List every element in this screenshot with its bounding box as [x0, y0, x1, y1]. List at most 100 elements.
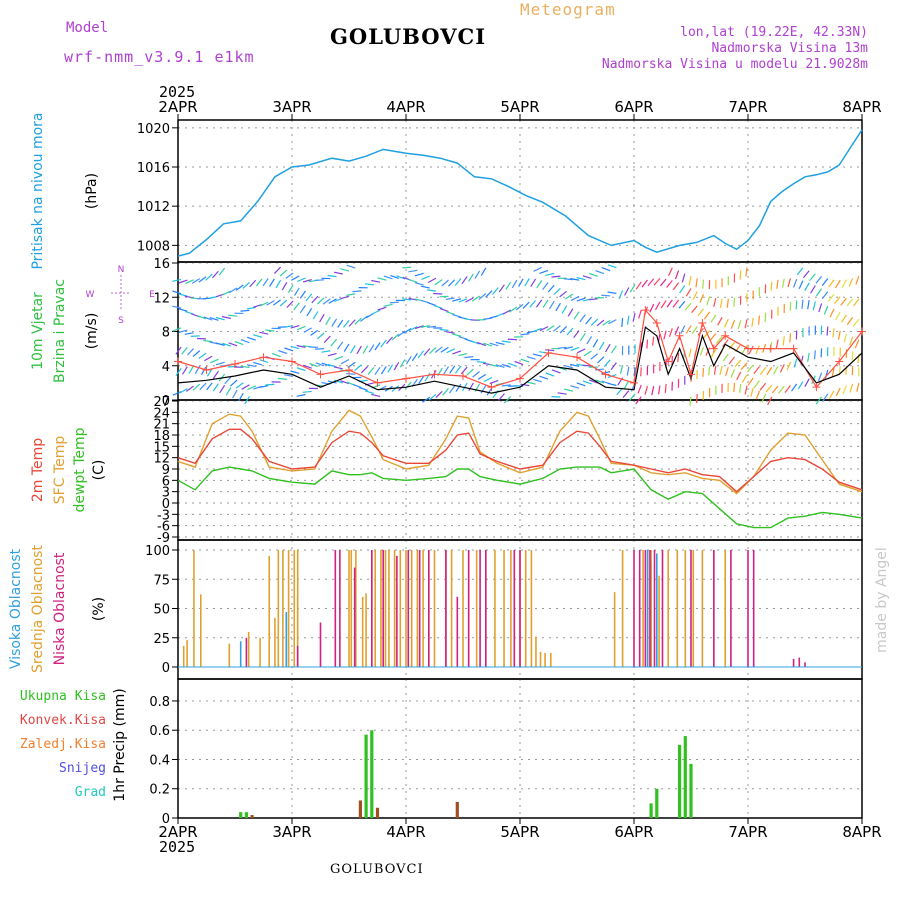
lonlat: lon,lat (19.22E, 42.33N)	[680, 25, 868, 40]
wind-arrow-icon	[832, 328, 835, 338]
wind-arrow-icon	[848, 277, 854, 287]
wind-arrow-icon	[222, 290, 232, 296]
wind-arrow-icon	[829, 308, 835, 318]
wind-arrow-icon	[399, 359, 406, 368]
wind-arrow-icon	[393, 361, 400, 371]
2m-temp-line	[177, 428, 863, 493]
wind-arrow-icon	[674, 270, 680, 280]
wind-arrow-icon	[585, 316, 592, 325]
wind-arrow-icon	[212, 370, 219, 379]
wind-arrow-icon	[218, 267, 226, 276]
y-tick-label: 0	[162, 497, 170, 512]
x-tick-label-bottom: 7APR	[728, 823, 767, 841]
wind-arrow-icon	[229, 379, 238, 387]
wind-arrow-icon	[427, 277, 437, 284]
gust-marker	[687, 370, 695, 379]
wind-arrow-icon	[555, 302, 561, 312]
wind-arrow-icon	[679, 285, 686, 294]
gust-marker	[259, 353, 268, 362]
y-tick-label: 12	[153, 452, 170, 467]
wind-arrow-icon	[719, 365, 723, 375]
wind-arrow-icon	[767, 396, 773, 406]
wind-arrow-icon	[186, 348, 194, 356]
wind-arrow-icon	[837, 330, 841, 340]
wind-arrow-icon	[348, 319, 356, 327]
wind-arrow-icon	[595, 379, 605, 384]
wind-arrow-icon	[354, 364, 362, 372]
wind-arrow-icon	[765, 384, 773, 393]
wind-arrow-icon	[759, 367, 767, 376]
wind-arrow-icon	[225, 387, 232, 396]
wind-arrow-icon	[172, 290, 182, 295]
wind-arrow-icon	[262, 278, 269, 287]
wind-arrow-icon	[532, 378, 542, 383]
wind-arrow-icon	[628, 393, 636, 402]
wind-arrow-icon	[689, 396, 692, 406]
wind-arrow-icon	[198, 276, 207, 283]
precip-bar-conv	[250, 815, 254, 818]
wind-arrow-icon	[539, 326, 549, 332]
precip-bar-total	[649, 803, 653, 818]
wind-arrow-icon	[672, 299, 680, 308]
wind-arrow-icon	[596, 319, 605, 327]
wind-arrow-icon	[421, 396, 431, 403]
wind-arrow-icon	[455, 365, 462, 374]
gust-marker	[288, 357, 296, 366]
precip-bar-total	[244, 812, 248, 818]
wind-arrow-icon	[826, 326, 829, 336]
wind-arrow-icon	[244, 395, 251, 405]
wind-arrow-icon	[199, 382, 207, 391]
dewpt-axis-label: dewpt Temp	[72, 427, 88, 512]
wind-arrow-icon	[818, 372, 823, 382]
gust-marker	[345, 366, 353, 375]
y-tick-label: 27	[153, 395, 170, 410]
wind-arrow-icon	[586, 336, 593, 345]
wind-unit: (m/s)	[84, 313, 100, 350]
wind-arrow-icon	[626, 315, 630, 325]
wind-arrow-icon	[255, 278, 263, 287]
x-tick-label-bottom: 6APR	[614, 823, 653, 841]
wind-arrow-icon	[408, 279, 418, 283]
wind-arrow-icon	[458, 353, 468, 357]
wind-arrow-icon	[330, 338, 338, 347]
wind-arrow-icon	[259, 301, 269, 307]
wind-arrow-icon	[728, 341, 736, 350]
wind-arrow-icon	[465, 297, 474, 303]
wind-arrow-icon	[265, 329, 275, 332]
wind-arrow-icon	[840, 297, 847, 306]
wind-arrow-icon	[559, 326, 568, 334]
gust-marker	[487, 383, 496, 392]
wind-arrow-icon	[563, 278, 573, 281]
wind-arrow-icon	[849, 336, 854, 346]
wind-arrow-icon	[791, 383, 798, 392]
wind-arrow-icon	[623, 380, 630, 389]
wind-arrow-icon	[273, 266, 282, 275]
wind-arrow-icon	[702, 279, 705, 289]
wind-arrow-icon	[206, 382, 213, 391]
wind-arrow-icon	[480, 267, 487, 276]
wind-arrow-icon	[340, 358, 350, 365]
wind-arrow-icon	[730, 368, 736, 378]
wind-arrow-icon	[315, 279, 325, 281]
y-tick-label: 0.6	[149, 724, 170, 739]
wind-arrow-icon	[303, 327, 312, 333]
wind-arrow-icon	[795, 300, 798, 310]
wind-arrow-icon	[741, 374, 748, 383]
wind-arrow-icon	[402, 298, 412, 301]
wind-arrow-icon	[779, 364, 785, 373]
wind-arrow-icon	[608, 319, 617, 325]
wind-arrow-icon	[396, 275, 406, 280]
wind-arrow-icon	[787, 278, 792, 288]
precip-legend-4: Grad	[75, 785, 106, 800]
wind-arrow-icon	[352, 383, 362, 389]
wind-arrow-icon	[755, 345, 760, 355]
y-tick-label: 8	[162, 326, 170, 341]
wind-arrow-icon	[706, 296, 711, 306]
wind-arrow-icon	[633, 367, 636, 377]
wind-arrow-icon	[736, 371, 742, 381]
wind-arrow-icon	[570, 346, 580, 352]
wind-arrow-icon	[651, 386, 655, 396]
wind-arrow-icon	[209, 317, 219, 321]
wind-arrow-icon	[632, 312, 636, 322]
wind-arrow-icon	[733, 297, 736, 307]
